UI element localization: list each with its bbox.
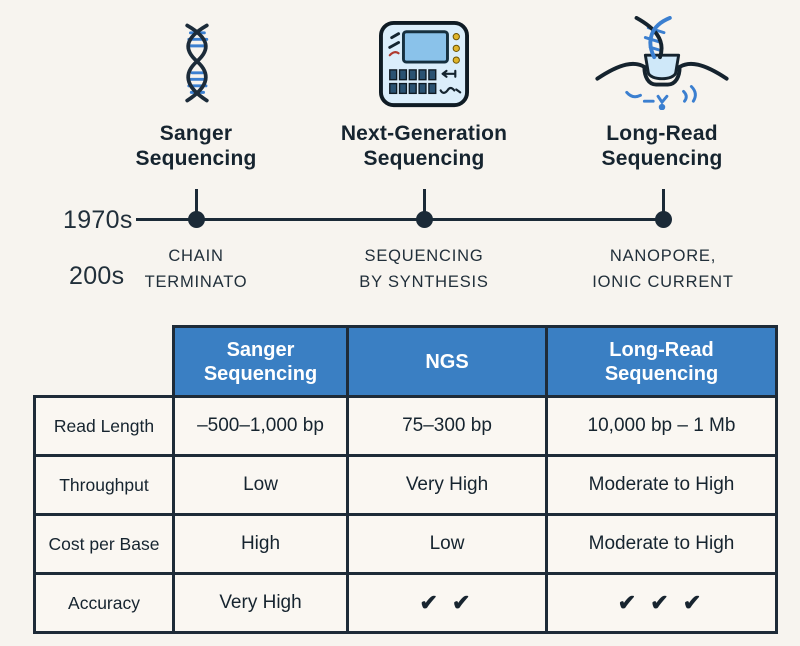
timeline-node-dot-1 bbox=[187, 211, 205, 228]
column-header-long-read: Long-Read Sequencing bbox=[545, 325, 778, 398]
value-cell: 10,000 bp – 1 Mb bbox=[545, 395, 778, 457]
accuracy-checkmarks-long-read: ✔ ✔ ✔ bbox=[545, 572, 778, 634]
table-row-cost-per-base: Cost per Base High Low Moderate to High bbox=[33, 513, 778, 575]
comparison-table: Sanger Sequencing NGS Long-Read Sequenci… bbox=[33, 325, 778, 634]
value-cell: Low bbox=[172, 454, 349, 516]
nanopore-icon bbox=[592, 15, 732, 115]
row-label-throughput: Throughput bbox=[33, 454, 175, 516]
accuracy-checkmarks-ngs: ✔ ✔ bbox=[346, 572, 548, 634]
value-cell: Very High bbox=[346, 454, 548, 516]
column-header-sanger: Sanger Sequencing bbox=[172, 325, 349, 398]
timeline-line bbox=[136, 218, 664, 221]
timeline-stem-2 bbox=[422, 189, 426, 220]
row-label-read-length: Read Length bbox=[33, 395, 175, 457]
method-title-sanger: Sanger Sequencing bbox=[135, 122, 257, 170]
sequencer-machine-icon bbox=[377, 20, 471, 115]
table-row-accuracy: Accuracy Very High ✔ ✔ ✔ ✔ ✔ bbox=[33, 572, 778, 634]
timeline-node-dot-2 bbox=[415, 211, 433, 228]
value-cell: –500–1,000 bp bbox=[172, 395, 349, 457]
timeline-node-label-chain-terminato: CHAIN TERMINATO bbox=[144, 247, 248, 291]
method-title-ngs: Next-Generation Sequencing bbox=[340, 122, 508, 170]
value-cell: High bbox=[172, 513, 349, 575]
table-row-read-length: Read Length –500–1,000 bp 75–300 bp 10,0… bbox=[33, 395, 778, 457]
column-header-ngs: NGS bbox=[346, 325, 548, 398]
method-title-long-read: Long-Read Sequencing bbox=[601, 122, 723, 170]
dna-helix-icon bbox=[166, 15, 228, 116]
timeline-stem-1 bbox=[194, 189, 198, 220]
row-label-accuracy: Accuracy bbox=[33, 572, 175, 634]
table-row-throughput: Throughput Low Very High Moderate to Hig… bbox=[33, 454, 778, 516]
value-cell: Very High bbox=[172, 572, 349, 634]
era-label-200s: 200s bbox=[69, 262, 125, 290]
value-cell: Moderate to High bbox=[545, 513, 778, 575]
timeline-node-label-seq-by-synthesis: SEQUENCING BY SYNTHESIS bbox=[359, 247, 489, 291]
timeline-stem-3 bbox=[661, 189, 665, 220]
value-cell: Low bbox=[346, 513, 548, 575]
row-label-cost-per-base: Cost per Base bbox=[33, 513, 175, 575]
value-cell: 75–300 bp bbox=[346, 395, 548, 457]
era-label-1970s: 1970s bbox=[63, 206, 133, 234]
table-corner-cell bbox=[35, 327, 174, 397]
value-cell: Moderate to High bbox=[545, 454, 778, 516]
timeline-node-label-nanopore-current: NANOPORE, IONIC CURRENT bbox=[592, 247, 734, 291]
timeline-node-dot-3 bbox=[654, 211, 672, 228]
